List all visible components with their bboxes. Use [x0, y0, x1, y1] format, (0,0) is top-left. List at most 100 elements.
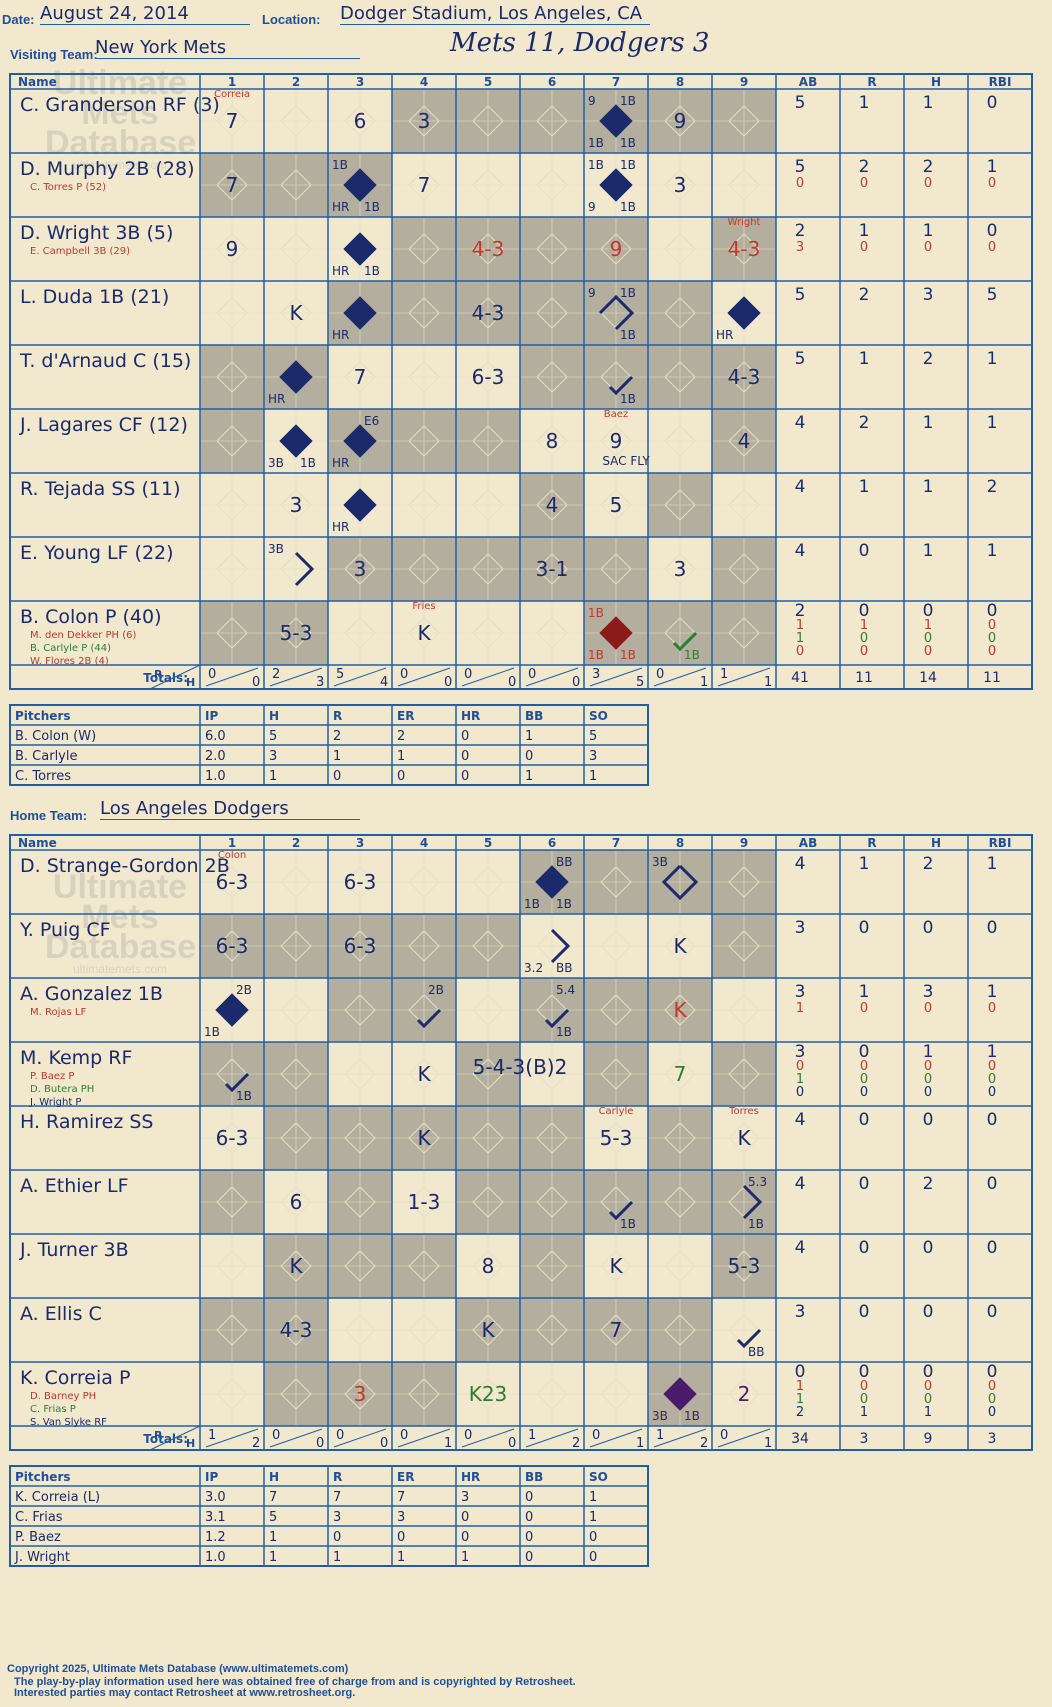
- play-result: 6-3: [216, 870, 249, 894]
- inning-runs-total: 0: [720, 1428, 728, 1443]
- inning-runs-total: 0: [400, 1428, 408, 1443]
- inning-header: 9: [740, 75, 748, 89]
- play-result: 3: [674, 173, 687, 197]
- inning-header: 8: [676, 75, 684, 89]
- pitcher-stat: 0: [589, 1550, 597, 1565]
- play-result: 6-3: [344, 934, 377, 958]
- play-annotation: 1B: [620, 328, 636, 342]
- pitcher-name: B. Colon (W): [15, 729, 96, 744]
- card-border: [9, 73, 1033, 690]
- batter-stat: 0: [859, 918, 870, 938]
- totals-inning-divider: [333, 667, 387, 687]
- pitcher-stat: 6.0: [205, 729, 226, 744]
- inning-runs-total: 0: [528, 667, 536, 682]
- retrosheet-notice: The play-by-play information used here w…: [14, 1676, 576, 1688]
- play-annotation: 1B: [588, 158, 604, 172]
- totals-inning-divider: [333, 1428, 387, 1448]
- pitcher-column-header: BB: [525, 1470, 543, 1484]
- batter-stat: 1: [796, 1001, 804, 1016]
- pitcher-name: J. Wright: [14, 1550, 70, 1565]
- play-result: 5: [610, 493, 623, 517]
- substitute-name: B. Carlyle P (44): [30, 643, 111, 654]
- batter-stat: 1: [923, 477, 934, 497]
- totals-label: Totals:: [143, 1432, 188, 1446]
- play-annotation: BB: [556, 855, 572, 869]
- batter-stat: 1: [860, 1405, 868, 1420]
- pitcher-stat: 2: [333, 729, 341, 744]
- pitcher-column-header: R: [333, 1470, 342, 1484]
- batter-stat: 0: [988, 1405, 996, 1420]
- batter-stat: 0: [988, 1392, 996, 1407]
- run-scored-diamond: [343, 232, 377, 266]
- totals-h-label: H: [186, 676, 195, 689]
- play-annotation: 1B: [748, 1217, 764, 1231]
- play-result: 8: [482, 1254, 495, 1278]
- play-annotation: 9: [588, 200, 596, 214]
- batter-stat: 0: [987, 93, 998, 113]
- inning-runs-total: 1: [528, 1428, 536, 1443]
- inning-runs-total: 5: [336, 667, 344, 682]
- batter-stat: 4: [795, 477, 806, 497]
- play-annotation: 1B: [364, 264, 380, 278]
- play-result: 5-3: [728, 1254, 761, 1278]
- batter-stat: 1: [924, 618, 932, 633]
- batter-stat: 2: [923, 854, 934, 874]
- play-result: 3-1: [536, 557, 569, 581]
- inning-hits-total: 0: [444, 675, 452, 690]
- totals-inning-divider: [461, 1428, 515, 1448]
- batter-stat: 0: [923, 1302, 934, 1322]
- pitcher-stat: 3: [589, 749, 597, 764]
- batter-stat: 1: [859, 982, 870, 1002]
- pitcher-stat: 1: [589, 769, 597, 784]
- batter-stat: 0: [860, 1392, 868, 1407]
- pitchers-border: [9, 1465, 649, 1567]
- batter-stat: 0: [860, 631, 868, 646]
- batter-name: H. Ramirez SS: [20, 1111, 153, 1133]
- batter-stat: 0: [859, 601, 870, 621]
- batter-stat: 5: [987, 285, 998, 305]
- inning-runs-total: 0: [400, 667, 408, 682]
- inning-hits-total: 0: [508, 1436, 516, 1451]
- team-stat-total: 9: [924, 1431, 933, 1447]
- play-result: 4-3: [728, 237, 761, 261]
- inning-runs-total: 1: [656, 1428, 664, 1443]
- pitcher-column-header: HR: [461, 1470, 480, 1484]
- batter-stat: 1: [796, 618, 804, 633]
- base-path: [661, 864, 699, 901]
- batter-stat: 1: [923, 541, 934, 561]
- stat-header: AB: [799, 836, 817, 850]
- play-result: K: [609, 1254, 623, 1278]
- totals-label: Totals:: [143, 671, 188, 685]
- pitcher-stat: 1: [525, 729, 533, 744]
- batter-name: M. Kemp RF: [20, 1047, 132, 1069]
- play-result: K: [289, 1254, 303, 1278]
- play-annotation: 1B: [620, 158, 636, 172]
- play-annotation: 1B: [588, 648, 604, 662]
- batter-stat: 0: [860, 1059, 868, 1074]
- batter-stat: 4: [795, 413, 806, 433]
- batter-stat: 1: [924, 1405, 932, 1420]
- play-annotation: 1B: [620, 136, 636, 150]
- batter-stat: 0: [859, 1302, 870, 1322]
- play-result: 9: [674, 109, 687, 133]
- play-annotation: HR: [332, 200, 349, 214]
- play-annotation: 9: [588, 286, 596, 300]
- play-annotation: 3.2: [524, 961, 543, 975]
- batter-stat: 0: [988, 1059, 996, 1074]
- batter-stat: 2: [859, 285, 870, 305]
- play-result: 7: [674, 1062, 687, 1086]
- inning-hits-total: 1: [700, 675, 708, 690]
- pitcher-stat: 0: [333, 1530, 341, 1545]
- totals-inning-divider: [589, 667, 643, 687]
- inning-runs-total: 3: [592, 667, 600, 682]
- batter-name: A. Gonzalez 1B: [20, 983, 163, 1005]
- pitcher-stat: 7: [397, 1490, 405, 1505]
- stat-header: RBI: [989, 836, 1012, 850]
- game-date: August 24, 2014: [40, 3, 250, 25]
- batter-stat: 0: [860, 1072, 868, 1087]
- batter-name: K. Correia P: [20, 1367, 130, 1389]
- batter-stat: 2: [795, 601, 806, 621]
- batter-stat: 0: [924, 644, 932, 659]
- base-path: [608, 1200, 634, 1221]
- inning-hits-total: 0: [380, 1436, 388, 1451]
